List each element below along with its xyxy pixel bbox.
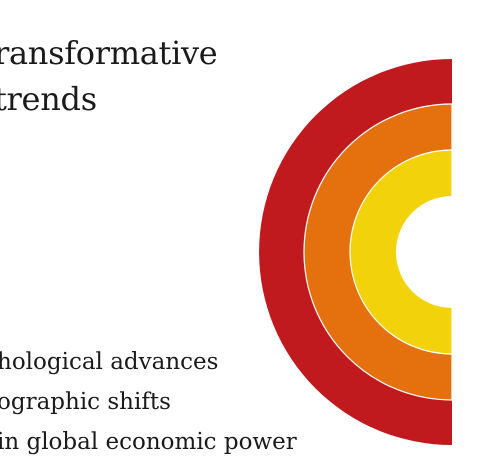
ring-center-hole	[396, 196, 452, 308]
trend-item-demographic-shifts: ographic shifts	[0, 389, 171, 415]
trend-item-technological-advances: hological advances	[0, 349, 219, 375]
title-line-2: trends	[0, 80, 97, 118]
title-line-1: ransformative	[0, 34, 218, 72]
trend-item-global-economic-power: in global economic power	[0, 429, 297, 455]
page-title: ransformative trends	[0, 30, 218, 122]
trend-list: hological advances ographic shifts in gl…	[0, 342, 297, 462]
